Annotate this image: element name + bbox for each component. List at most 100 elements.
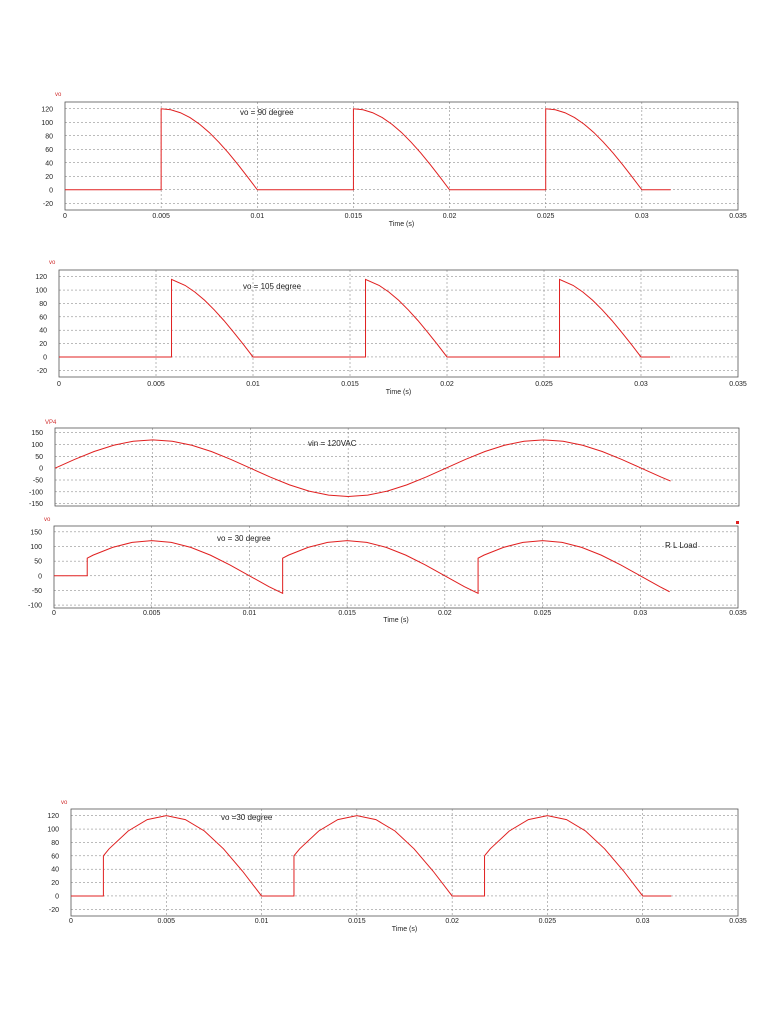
y-tick-label: 50 bbox=[34, 559, 42, 566]
marker-square bbox=[736, 521, 739, 524]
x-tick-label: 0.015 bbox=[345, 213, 363, 220]
y-tick-label: -150 bbox=[29, 501, 43, 508]
chart-vo-90-degree: 120 100 80 60 40 20 0 -20 0 0.005 0.01 0.015 0.02 0.0… bbox=[41, 92, 747, 228]
y-tick-label: 80 bbox=[51, 840, 59, 847]
x-tick-label: 0 bbox=[63, 213, 67, 220]
y-tick-label: 20 bbox=[45, 174, 53, 181]
series-line bbox=[54, 439, 671, 498]
y-axis-label: vo bbox=[49, 260, 56, 266]
plot-annotation-load: R L Load bbox=[665, 541, 697, 550]
x-tick-label: 0 bbox=[52, 610, 56, 617]
plot-frame bbox=[58, 269, 739, 378]
x-tick-label: 0.03 bbox=[636, 918, 650, 925]
y-tick-label: 100 bbox=[35, 288, 47, 295]
y-tick-label: 50 bbox=[35, 454, 43, 461]
x-tick-label: 0.035 bbox=[729, 610, 747, 617]
plot-annotation: vo =30 degree bbox=[221, 813, 273, 822]
y-tick-label: 0 bbox=[39, 466, 43, 473]
y-tick-label: 60 bbox=[51, 853, 59, 860]
y-tick-label: 100 bbox=[30, 544, 42, 551]
y-tick-label: 60 bbox=[45, 147, 53, 154]
x-axis-label: Time (s) bbox=[392, 926, 417, 933]
x-tick-label: 0.02 bbox=[440, 381, 454, 388]
x-tick-label: 0.02 bbox=[443, 213, 457, 220]
x-tick-label: 0.01 bbox=[255, 918, 269, 925]
y-tick-label: -100 bbox=[28, 603, 42, 610]
y-tick-label: 0 bbox=[38, 573, 42, 580]
x-tick-label: 0.02 bbox=[438, 610, 452, 617]
y-tick-label: 20 bbox=[39, 341, 47, 348]
y-tick-label: 0 bbox=[43, 354, 47, 361]
plot-frame bbox=[53, 525, 739, 609]
x-tick-label: 0.005 bbox=[143, 610, 161, 617]
x-tick-label: 0.01 bbox=[246, 381, 260, 388]
x-tick-label: 0.03 bbox=[633, 610, 647, 617]
chart-vo-30-degree-rl-load: 150 100 50 0 -50 -100 0 0.005 0.01 0.015 0.02 0.025… bbox=[28, 517, 747, 624]
chart-vin-120vac: 150 100 50 0 -50 -100 -150 VP4 vin = 120VAC bbox=[29, 420, 740, 508]
y-tick-label: 20 bbox=[51, 880, 59, 887]
y-tick-label: -50 bbox=[32, 588, 42, 595]
plot-annotation: vo = 90 degree bbox=[240, 108, 294, 117]
x-tick-label: 0.025 bbox=[535, 381, 553, 388]
x-tick-label: 0.005 bbox=[147, 381, 165, 388]
x-tick-label: 0.01 bbox=[243, 610, 257, 617]
plot-frame bbox=[54, 427, 740, 507]
x-tick-label: 0 bbox=[69, 918, 73, 925]
y-tick-label: 60 bbox=[39, 314, 47, 321]
x-tick-label: 0.025 bbox=[534, 610, 552, 617]
x-tick-label: 0.01 bbox=[250, 213, 264, 220]
y-tick-label: 100 bbox=[41, 120, 53, 127]
x-tick-label: 0 bbox=[57, 381, 61, 388]
y-tick-label: -20 bbox=[37, 368, 47, 375]
x-tick-label: 0.035 bbox=[729, 381, 747, 388]
chart-vo-30-degree: 120 100 80 60 40 20 0 -20 0 0.005 0.01 0.015 0.02 0.0… bbox=[47, 800, 747, 933]
y-axis-label: vo bbox=[61, 800, 68, 806]
y-tick-label: 120 bbox=[41, 106, 53, 113]
y-tick-label: 80 bbox=[45, 133, 53, 140]
y-tick-label: 40 bbox=[51, 867, 59, 874]
x-tick-label: 0.035 bbox=[729, 918, 747, 925]
y-axis-label: VP4 bbox=[45, 420, 57, 426]
y-tick-label: -20 bbox=[43, 201, 53, 208]
x-axis-label: Time (s) bbox=[386, 389, 411, 396]
plot-frame bbox=[64, 101, 739, 211]
y-axis-label: vo bbox=[55, 92, 62, 98]
x-axis-label: Time (s) bbox=[383, 617, 408, 624]
x-tick-label: 0.015 bbox=[341, 381, 359, 388]
y-tick-label: 0 bbox=[55, 893, 59, 900]
x-tick-label: 0.015 bbox=[348, 918, 366, 925]
plot-annotation: vo = 105 degree bbox=[243, 282, 302, 291]
x-tick-label: 0.02 bbox=[445, 918, 459, 925]
y-tick-label: 150 bbox=[31, 430, 43, 437]
y-tick-label: 100 bbox=[47, 827, 59, 834]
x-tick-label: 0.035 bbox=[729, 213, 747, 220]
x-axis-label: Time (s) bbox=[389, 221, 414, 228]
x-tick-label: 0.03 bbox=[635, 213, 649, 220]
y-tick-label: 40 bbox=[39, 328, 47, 335]
y-tick-label: 120 bbox=[47, 813, 59, 820]
x-tick-label: 0.03 bbox=[634, 381, 648, 388]
x-tick-label: 0.025 bbox=[539, 918, 557, 925]
x-tick-label: 0.025 bbox=[537, 213, 555, 220]
x-tick-label: 0.015 bbox=[338, 610, 356, 617]
plot-annotation: vin = 120VAC bbox=[308, 439, 357, 448]
series-line bbox=[71, 815, 672, 897]
y-tick-label: 40 bbox=[45, 160, 53, 167]
y-tick-label: -20 bbox=[49, 907, 59, 914]
series-line bbox=[65, 108, 671, 191]
y-tick-label: 80 bbox=[39, 301, 47, 308]
y-tick-label: -100 bbox=[29, 489, 43, 496]
y-axis-label: vo bbox=[44, 517, 51, 523]
series-line bbox=[59, 278, 671, 358]
plot-frame bbox=[70, 808, 739, 917]
y-tick-label: -50 bbox=[33, 478, 43, 485]
y-tick-label: 150 bbox=[30, 529, 42, 536]
y-tick-label: 0 bbox=[49, 187, 53, 194]
series-line bbox=[54, 540, 670, 595]
chart-vo-105-degree: 120 100 80 60 40 20 0 -20 0 0.005 0.01 0.015 0.02 0.0… bbox=[35, 260, 747, 396]
x-tick-label: 0.005 bbox=[152, 213, 170, 220]
y-tick-label: 120 bbox=[35, 274, 47, 281]
y-tick-label: 100 bbox=[31, 442, 43, 449]
x-tick-label: 0.005 bbox=[158, 918, 176, 925]
plot-annotation: vo = 30 degree bbox=[217, 534, 271, 543]
